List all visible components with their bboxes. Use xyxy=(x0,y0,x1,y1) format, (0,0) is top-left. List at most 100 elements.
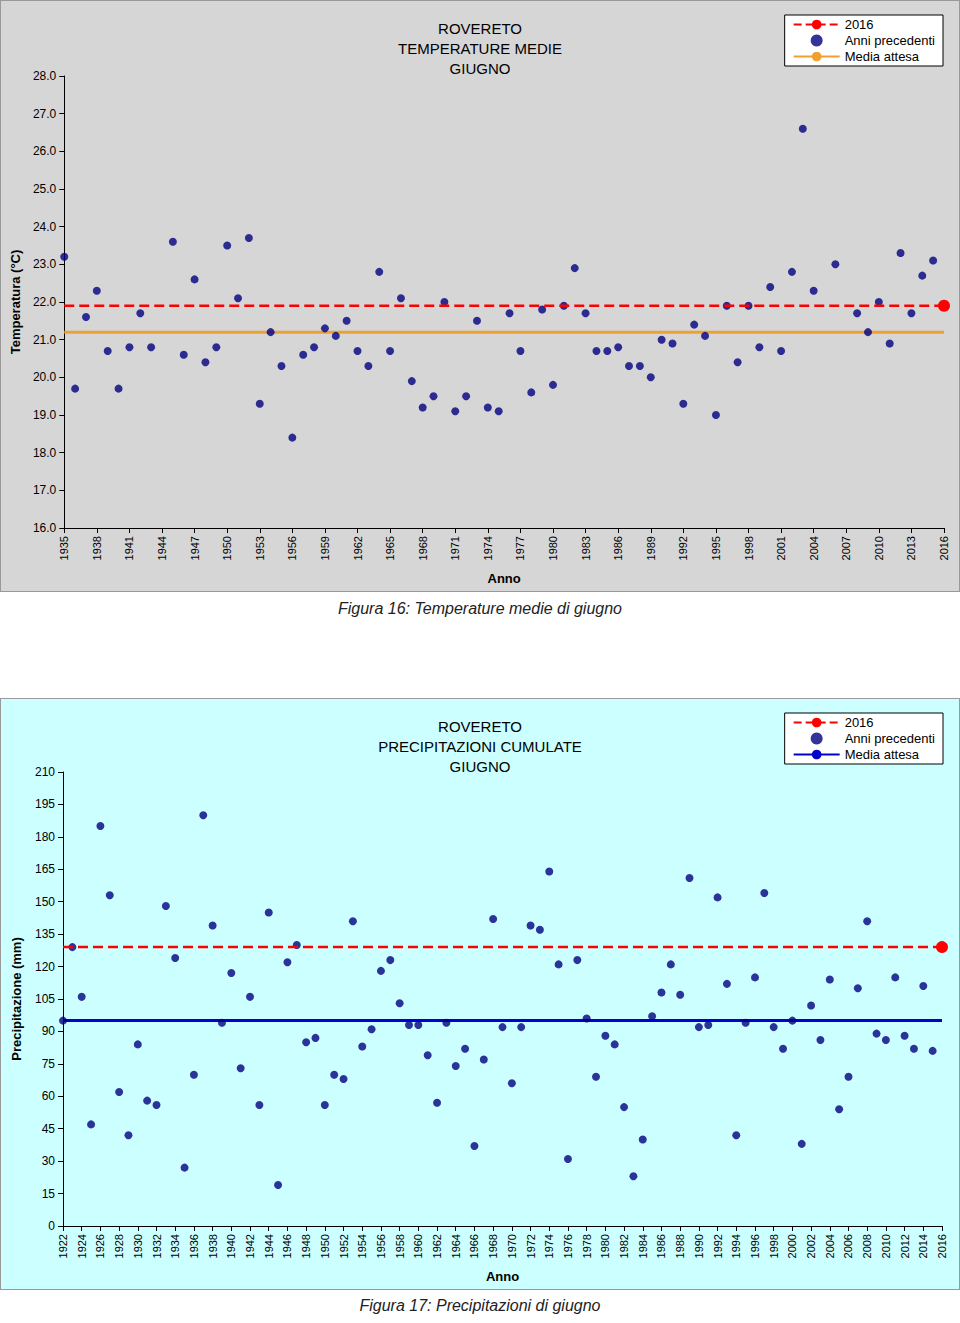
svg-text:1986: 1986 xyxy=(612,536,624,560)
svg-text:135: 135 xyxy=(35,927,55,941)
svg-text:1970: 1970 xyxy=(506,1234,518,1258)
svg-text:1992: 1992 xyxy=(677,536,689,560)
svg-text:1962: 1962 xyxy=(431,1234,443,1258)
svg-text:1996: 1996 xyxy=(749,1234,761,1258)
svg-text:1940: 1940 xyxy=(225,1234,237,1258)
svg-text:15: 15 xyxy=(42,1187,56,1201)
svg-text:1982: 1982 xyxy=(618,1234,630,1258)
svg-text:2010: 2010 xyxy=(873,536,885,560)
svg-text:1974: 1974 xyxy=(482,536,494,560)
svg-text:1983: 1983 xyxy=(580,536,592,560)
svg-text:Anno: Anno xyxy=(488,571,521,586)
svg-text:1924: 1924 xyxy=(76,1234,88,1258)
svg-text:1978: 1978 xyxy=(581,1234,593,1258)
svg-text:180: 180 xyxy=(35,830,55,844)
svg-text:105: 105 xyxy=(35,992,55,1006)
svg-text:1935: 1935 xyxy=(58,536,70,560)
svg-text:2016: 2016 xyxy=(845,715,874,730)
svg-text:45: 45 xyxy=(42,1122,56,1136)
svg-text:1998: 1998 xyxy=(743,536,755,560)
svg-text:22.0: 22.0 xyxy=(33,295,57,309)
svg-text:1932: 1932 xyxy=(151,1234,163,1258)
svg-text:2001: 2001 xyxy=(775,536,787,560)
svg-text:1988: 1988 xyxy=(674,1234,686,1258)
svg-text:90: 90 xyxy=(42,1024,56,1038)
svg-text:19.0: 19.0 xyxy=(33,408,57,422)
svg-text:16.0: 16.0 xyxy=(33,521,57,535)
svg-text:1966: 1966 xyxy=(468,1234,480,1258)
svg-text:1944: 1944 xyxy=(263,1234,275,1258)
svg-text:1953: 1953 xyxy=(254,536,266,560)
svg-text:24.0: 24.0 xyxy=(33,220,57,234)
svg-text:1926: 1926 xyxy=(94,1234,106,1258)
svg-text:2012: 2012 xyxy=(899,1234,911,1258)
svg-text:1938: 1938 xyxy=(207,1234,219,1258)
svg-text:2016: 2016 xyxy=(936,1234,948,1258)
svg-text:2014: 2014 xyxy=(917,1234,929,1258)
svg-text:1960: 1960 xyxy=(412,1234,424,1258)
svg-text:120: 120 xyxy=(35,960,55,974)
svg-text:1946: 1946 xyxy=(281,1234,293,1258)
svg-text:28.0: 28.0 xyxy=(33,69,57,83)
svg-text:1938: 1938 xyxy=(91,536,103,560)
svg-text:1958: 1958 xyxy=(394,1234,406,1258)
svg-text:1952: 1952 xyxy=(338,1234,350,1258)
svg-text:1928: 1928 xyxy=(113,1234,125,1258)
svg-text:1959: 1959 xyxy=(319,536,331,560)
svg-text:1977: 1977 xyxy=(514,536,526,560)
svg-text:2013: 2013 xyxy=(905,536,917,560)
svg-text:23.0: 23.0 xyxy=(33,257,57,271)
svg-text:1986: 1986 xyxy=(655,1234,667,1258)
svg-text:1992: 1992 xyxy=(712,1234,724,1258)
svg-text:1930: 1930 xyxy=(132,1234,144,1258)
svg-text:ROVERETO: ROVERETO xyxy=(438,718,522,735)
svg-text:1998: 1998 xyxy=(768,1234,780,1258)
svg-text:1989: 1989 xyxy=(645,536,657,560)
svg-text:2016: 2016 xyxy=(938,536,950,560)
svg-text:1980: 1980 xyxy=(599,1234,611,1258)
svg-text:ROVERETO: ROVERETO xyxy=(438,20,522,37)
svg-text:30: 30 xyxy=(42,1154,56,1168)
svg-text:25.0: 25.0 xyxy=(33,182,57,196)
svg-text:Media attesa: Media attesa xyxy=(845,49,920,64)
svg-text:1965: 1965 xyxy=(384,536,396,560)
svg-text:21.0: 21.0 xyxy=(33,333,57,347)
svg-text:1934: 1934 xyxy=(169,1234,181,1258)
svg-text:1971: 1971 xyxy=(449,536,461,560)
svg-text:Temperatura (°C): Temperatura (°C) xyxy=(8,250,23,355)
svg-text:18.0: 18.0 xyxy=(33,446,57,460)
svg-text:1964: 1964 xyxy=(450,1234,462,1258)
svg-text:2004: 2004 xyxy=(824,1234,836,1258)
svg-text:PRECIPITAZIONI CUMULATE: PRECIPITAZIONI CUMULATE xyxy=(378,738,582,755)
svg-text:150: 150 xyxy=(35,895,55,909)
svg-text:1941: 1941 xyxy=(123,536,135,560)
svg-text:Media attesa: Media attesa xyxy=(845,747,920,762)
svg-text:75: 75 xyxy=(42,1057,56,1071)
svg-text:2008: 2008 xyxy=(861,1234,873,1258)
svg-text:1962: 1962 xyxy=(352,536,364,560)
svg-text:2000: 2000 xyxy=(786,1234,798,1258)
svg-text:2004: 2004 xyxy=(808,536,820,560)
svg-text:1968: 1968 xyxy=(417,536,429,560)
svg-text:0: 0 xyxy=(48,1219,55,1233)
svg-text:1950: 1950 xyxy=(319,1234,331,1258)
svg-text:GIUGNO: GIUGNO xyxy=(450,758,511,775)
svg-text:Anno: Anno xyxy=(486,1269,519,1284)
svg-text:1956: 1956 xyxy=(375,1234,387,1258)
svg-text:1994: 1994 xyxy=(730,1234,742,1258)
svg-text:1976: 1976 xyxy=(562,1234,574,1258)
svg-text:2007: 2007 xyxy=(840,536,852,560)
svg-text:1950: 1950 xyxy=(221,536,233,560)
svg-text:165: 165 xyxy=(35,862,55,876)
svg-text:27.0: 27.0 xyxy=(33,107,57,121)
svg-text:Anni precedenti: Anni precedenti xyxy=(845,731,935,746)
svg-text:195: 195 xyxy=(35,797,55,811)
svg-text:Anni precedenti: Anni precedenti xyxy=(845,33,935,48)
svg-text:1922: 1922 xyxy=(57,1234,69,1258)
svg-text:60: 60 xyxy=(42,1089,56,1103)
svg-text:1995: 1995 xyxy=(710,536,722,560)
svg-text:Precipitazione (mm): Precipitazione (mm) xyxy=(9,937,24,1061)
svg-text:1954: 1954 xyxy=(356,1234,368,1258)
svg-text:26.0: 26.0 xyxy=(33,144,57,158)
svg-text:20.0: 20.0 xyxy=(33,370,57,384)
